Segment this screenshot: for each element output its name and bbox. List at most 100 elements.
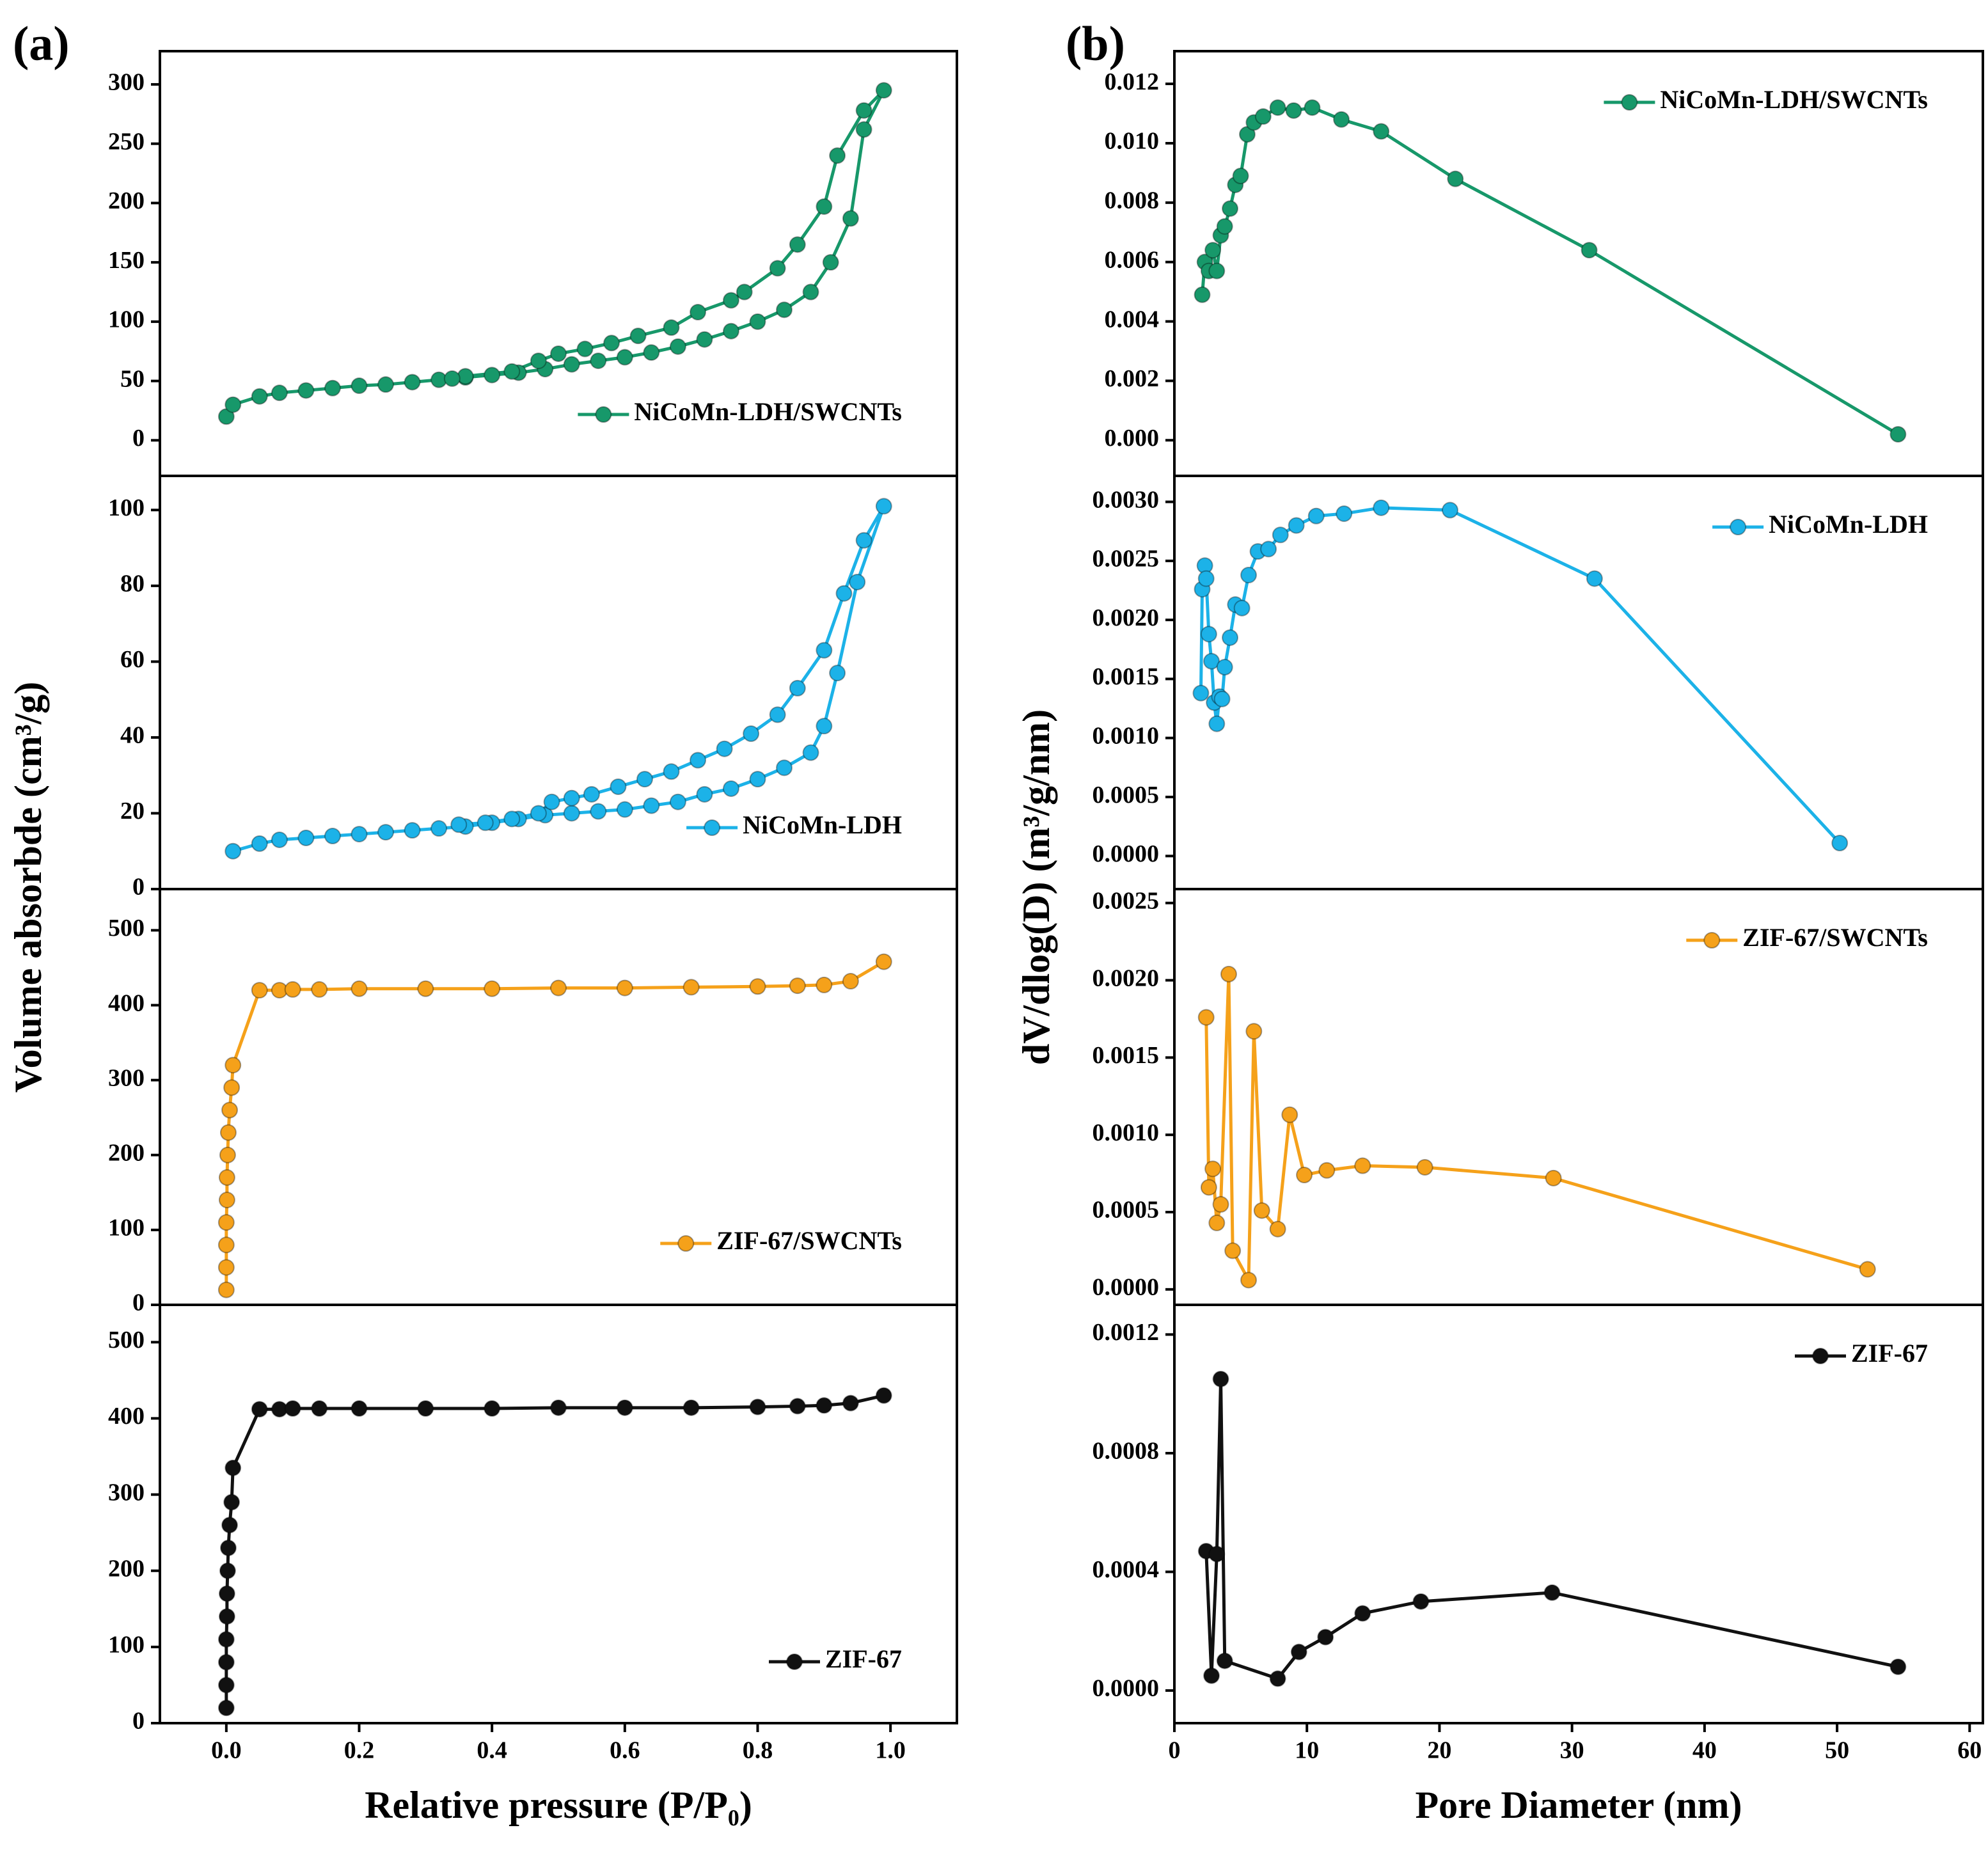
y-tick-label: 0.0005 (1093, 1197, 1160, 1224)
data-point (855, 532, 872, 549)
data-point (221, 1517, 239, 1534)
y-tick-label: 0.0000 (1093, 1274, 1160, 1301)
y-tick-label: 0.0010 (1093, 722, 1160, 749)
data-point (663, 763, 680, 780)
data-point (603, 335, 620, 352)
data-point (563, 789, 580, 807)
y-tick-label: 0.0010 (1093, 1119, 1160, 1146)
data-point (217, 1676, 235, 1694)
y-tick-label: 200 (108, 1555, 145, 1582)
data-point (789, 236, 806, 253)
data-point (1586, 570, 1603, 587)
data-point (1831, 835, 1849, 852)
y-tick-label: 0.0008 (1093, 1438, 1160, 1465)
data-point (1204, 1160, 1222, 1178)
data-point (716, 740, 733, 757)
legend-marker (1621, 94, 1638, 111)
data-point (576, 340, 594, 358)
y-axis-label: dV/dlog(D) (m³/g/nm) (1015, 709, 1057, 1065)
data-point (217, 1653, 235, 1671)
data-point (722, 322, 739, 340)
data-line (225, 88, 886, 418)
x-tick-label: 0.6 (610, 1737, 640, 1764)
data-point (219, 1540, 237, 1557)
data-point (297, 382, 315, 399)
data-point (324, 379, 341, 397)
data-point (1222, 629, 1239, 646)
data-point (1581, 242, 1598, 259)
data-point (225, 396, 242, 413)
data-point (875, 953, 892, 970)
data-point (218, 1169, 235, 1186)
data-point (1442, 501, 1459, 519)
data-point (1208, 715, 1226, 732)
y-tick-label: 100 (108, 306, 145, 333)
data-point (1859, 1261, 1876, 1278)
data-point (769, 706, 786, 723)
data-point (484, 367, 501, 384)
data-point (284, 981, 301, 998)
data-point (1197, 570, 1215, 587)
x-axis-label: Pore Diameter (nm) (1416, 1784, 1742, 1826)
y-tick-label: 0.002 (1105, 365, 1160, 392)
data-point (1889, 425, 1907, 443)
data-point (251, 388, 268, 405)
axes-frame (1173, 1304, 1984, 1724)
data-point (1203, 652, 1220, 670)
data-point (1216, 1652, 1233, 1669)
data-point (1213, 690, 1231, 707)
data-point (789, 679, 806, 697)
data-point (802, 283, 819, 301)
y-tick-label: 0.008 (1105, 187, 1160, 214)
data-point (682, 1399, 700, 1416)
x-tick-label: 0.8 (743, 1737, 773, 1764)
data-point (1212, 1195, 1229, 1213)
y-tick-label: 0.0000 (1093, 1675, 1160, 1702)
y-tick-label: 200 (108, 1139, 145, 1166)
y-tick-label: 100 (108, 1215, 145, 1242)
data-point (749, 1398, 766, 1415)
data-point (417, 1400, 434, 1417)
data-point (1253, 1202, 1270, 1219)
data-point (1208, 262, 1226, 280)
legend-label: NiCoMn-LDH/SWCNTs (634, 397, 902, 426)
y-tick-label: 250 (108, 128, 145, 155)
data-point (1197, 1009, 1215, 1026)
x-tick-label: 20 (1427, 1737, 1451, 1764)
legend-label: NiCoMn-LDH (743, 810, 902, 839)
y-tick-label: 0 (132, 874, 145, 901)
y-axis-label: Volume absorbde (cm³/g) (7, 682, 49, 1092)
data-point (484, 1400, 501, 1417)
data-point (1318, 1162, 1336, 1179)
legend-marker (704, 819, 721, 836)
data-point (616, 979, 633, 997)
data-point (583, 785, 600, 803)
y-tick-label: 40 (120, 722, 145, 749)
data-point (749, 771, 766, 788)
data-point (351, 377, 368, 395)
data-point (696, 331, 713, 348)
data-point (1296, 1167, 1313, 1184)
legend-marker (1730, 519, 1747, 535)
data-point (1336, 505, 1353, 523)
data-point (284, 1400, 301, 1417)
legend-marker (677, 1235, 695, 1252)
data-point (722, 292, 739, 309)
data-point (563, 805, 580, 822)
data-point (377, 824, 395, 841)
data-point (351, 980, 368, 997)
data-point (1220, 965, 1237, 982)
y-tick-label: 0.0020 (1093, 965, 1160, 991)
data-point (219, 1146, 236, 1163)
y-tick-label: 0.0020 (1093, 604, 1160, 631)
data-point (835, 585, 853, 602)
panel-label: (a) (13, 17, 70, 70)
y-tick-label: 0.000 (1105, 425, 1160, 452)
data-point (1281, 1106, 1298, 1123)
data-point (690, 752, 707, 769)
y-tick-label: 0.0025 (1093, 546, 1160, 572)
data-line (1204, 972, 1868, 1282)
data-point (217, 1630, 235, 1648)
data-point (616, 801, 633, 818)
data-point (1238, 126, 1256, 143)
